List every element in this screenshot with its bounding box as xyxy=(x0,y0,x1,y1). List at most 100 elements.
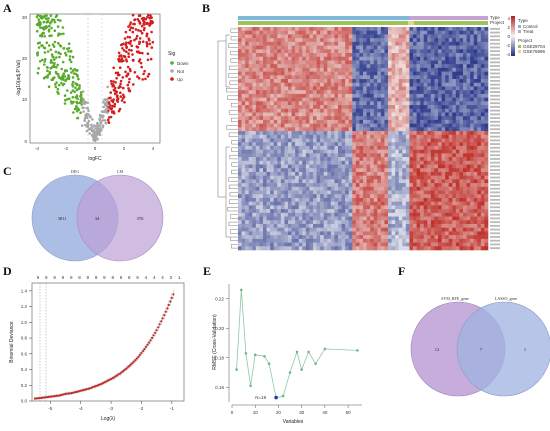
heatmap-cell xyxy=(291,105,296,110)
heatmap-cell xyxy=(395,71,400,76)
heatmap-cell xyxy=(245,216,250,221)
heatmap-cell xyxy=(477,41,482,46)
heatmap-cell xyxy=(391,60,396,65)
heatmap-cell xyxy=(288,142,292,147)
heatmap-cell xyxy=(423,56,428,61)
heatmap-cell xyxy=(366,75,371,80)
heatmap-cell xyxy=(427,242,432,247)
heatmap-cell xyxy=(438,238,442,243)
heatmap-cell xyxy=(348,27,353,32)
heatmap-cell xyxy=(484,168,489,173)
heatmap-cell xyxy=(391,134,396,139)
heatmap-cell xyxy=(438,157,442,162)
heatmap-cell xyxy=(455,164,460,169)
heatmap-cell xyxy=(341,246,346,251)
heatmap-cell xyxy=(263,220,267,225)
heatmap-cell xyxy=(373,168,378,173)
volcano-point xyxy=(142,28,146,32)
heatmap-cell xyxy=(416,119,421,124)
heatmap-cell xyxy=(377,227,382,232)
heatmap-cell xyxy=(305,112,310,117)
heatmap-cell xyxy=(348,149,353,154)
heatmap-cell xyxy=(409,205,414,210)
volcano-point xyxy=(64,79,67,82)
heatmap-row-label xyxy=(490,247,500,250)
heatmap-cell xyxy=(309,212,314,217)
heatmap-cell xyxy=(255,168,260,173)
heatmap-dendrogram xyxy=(217,28,238,249)
volcano-point xyxy=(141,40,145,43)
heatmap-cell xyxy=(366,183,371,188)
heatmap-cell xyxy=(330,41,335,46)
heatmap-cell xyxy=(334,105,339,110)
volcano-point xyxy=(40,15,44,18)
heatmap-cell xyxy=(320,220,325,225)
heatmap-cell xyxy=(345,164,350,169)
heatmap-cell xyxy=(338,142,342,147)
heatmap-cell xyxy=(395,220,400,225)
heatmap-cell xyxy=(409,145,414,150)
heatmap-cell xyxy=(466,194,471,199)
heatmap-cell xyxy=(280,97,285,102)
volcano-point xyxy=(106,85,109,89)
heatmap-cell xyxy=(420,179,425,184)
heatmap-cell xyxy=(263,138,267,143)
heatmap-cell xyxy=(413,231,417,236)
heatmap-cell xyxy=(395,145,400,150)
dendrogram-branch xyxy=(228,177,238,182)
heatmap-cell xyxy=(298,97,303,102)
heatmap-cell xyxy=(291,142,296,147)
heatmap-cell xyxy=(252,175,257,180)
heatmap-cell xyxy=(295,93,300,98)
heatmap-cell xyxy=(484,212,489,217)
heatmap-cell xyxy=(298,238,303,243)
heatmap-cell xyxy=(409,71,414,76)
heatmap-cell xyxy=(352,223,357,228)
heatmap-cell xyxy=(398,86,403,91)
heatmap-cell xyxy=(355,64,360,69)
heatmap-cell xyxy=(363,108,367,113)
heatmap-cell xyxy=(295,27,300,32)
heatmap-cell xyxy=(413,79,417,84)
heatmap-cell xyxy=(345,30,350,35)
heatmap-cell xyxy=(309,56,314,61)
heatmap-cell xyxy=(316,134,321,139)
heatmap-cell xyxy=(277,27,282,32)
heatmap-cell xyxy=(309,123,314,128)
heatmap-cell xyxy=(238,227,242,232)
heatmap-cell xyxy=(266,123,271,128)
heatmap-cell xyxy=(298,246,303,251)
heatmap-cell xyxy=(470,105,475,110)
volcano-point xyxy=(113,102,117,106)
heatmap-cell xyxy=(455,175,460,180)
heatmap-cell xyxy=(309,34,314,39)
heatmap-cell xyxy=(288,242,292,247)
heatmap-cell xyxy=(295,49,300,54)
heatmap-cell xyxy=(434,38,439,43)
heatmap-cell xyxy=(398,157,403,162)
heatmap-cell xyxy=(484,30,489,35)
heatmap-cell xyxy=(248,171,253,176)
heatmap-cell xyxy=(409,157,414,162)
heatmap-cell xyxy=(395,75,400,80)
heatmap-cell xyxy=(402,112,407,117)
volcano-point xyxy=(48,72,51,75)
heatmap-cell xyxy=(259,246,264,251)
heatmap-cell xyxy=(323,64,328,69)
heatmap-cell xyxy=(452,149,457,154)
heatmap-cell xyxy=(359,75,364,80)
volcano-point xyxy=(117,86,120,90)
heatmap-cell xyxy=(413,49,417,54)
heatmap-cell xyxy=(441,171,446,176)
annot-project-1 xyxy=(238,21,408,25)
volcano-point xyxy=(112,88,116,92)
heatmap-cell xyxy=(459,171,464,176)
heatmap-cell xyxy=(345,212,350,217)
heatmap-cell xyxy=(295,157,300,162)
heatmap-cell xyxy=(341,179,346,184)
heatmap-cell xyxy=(266,127,271,132)
heatmap-cell xyxy=(366,138,371,143)
heatmap-cell xyxy=(238,175,242,180)
heatmap-cell xyxy=(466,38,471,43)
heatmap-cell xyxy=(270,134,275,139)
